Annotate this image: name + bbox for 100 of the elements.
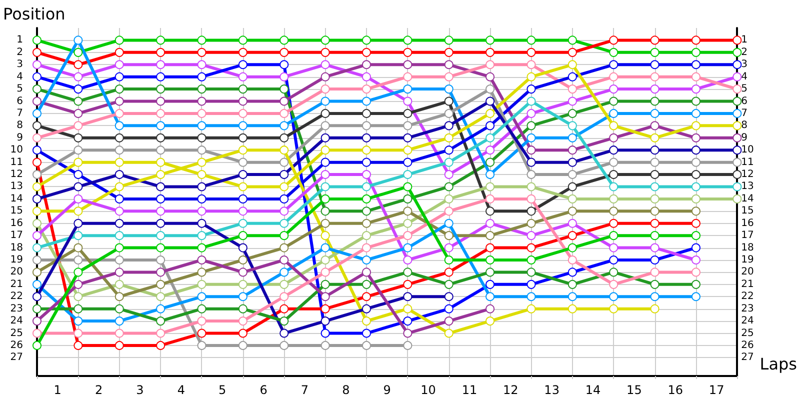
x-tick-label: 7 <box>300 383 309 397</box>
y-tick-label: 11 <box>10 156 23 168</box>
point <box>691 206 700 216</box>
point <box>486 133 495 142</box>
point <box>526 231 536 240</box>
point <box>238 146 248 155</box>
point <box>74 182 83 192</box>
y-tick-label: 14 <box>10 193 23 204</box>
point <box>568 206 577 216</box>
point <box>568 182 577 192</box>
point <box>238 121 248 130</box>
point <box>568 72 577 82</box>
point <box>403 231 412 240</box>
point <box>280 280 289 289</box>
point <box>403 121 412 130</box>
point <box>403 206 412 216</box>
point <box>568 304 577 314</box>
point <box>280 340 289 350</box>
point <box>526 146 536 155</box>
point <box>650 292 660 302</box>
point <box>486 60 495 70</box>
point <box>691 146 700 155</box>
point <box>609 121 618 130</box>
point <box>114 231 124 240</box>
point <box>280 304 289 314</box>
point <box>650 206 660 216</box>
y2-tick-label: 18 <box>741 242 754 254</box>
point <box>650 218 660 228</box>
point <box>444 96 454 106</box>
point <box>320 194 330 204</box>
point <box>280 133 289 142</box>
point <box>691 158 700 167</box>
y-tick-label: 17 <box>10 230 23 242</box>
point <box>320 48 330 57</box>
point <box>609 36 618 45</box>
point <box>156 328 166 338</box>
point <box>568 36 577 45</box>
point <box>650 256 660 264</box>
point <box>403 280 412 289</box>
point <box>238 60 248 70</box>
point <box>156 170 166 180</box>
y2-tick-label: 7 <box>741 108 748 119</box>
point <box>280 84 289 94</box>
point <box>320 133 330 142</box>
point <box>156 108 166 118</box>
point <box>32 182 42 192</box>
point <box>32 328 42 338</box>
point <box>156 243 166 252</box>
point <box>403 316 412 326</box>
point <box>197 108 206 118</box>
point <box>691 96 700 106</box>
point <box>280 182 289 192</box>
point <box>320 268 330 277</box>
point <box>238 304 248 314</box>
point <box>609 268 618 277</box>
point <box>568 231 577 240</box>
point <box>197 316 206 326</box>
point <box>403 133 412 142</box>
point <box>156 60 166 70</box>
x-tick-label: 6 <box>260 383 268 397</box>
point <box>486 243 495 252</box>
point <box>403 304 412 314</box>
point <box>114 316 124 326</box>
point <box>568 243 577 252</box>
point <box>238 84 248 94</box>
point <box>732 48 742 57</box>
point <box>114 133 124 142</box>
point <box>691 60 700 70</box>
y2-tick-label: 26 <box>741 340 754 351</box>
point <box>362 304 371 314</box>
point <box>320 36 330 45</box>
x-tick-label: 4 <box>177 383 185 397</box>
point <box>238 316 248 326</box>
y2-tick-label: 10 <box>741 144 754 156</box>
point <box>486 206 495 216</box>
point <box>691 243 700 252</box>
point <box>444 146 454 155</box>
point <box>650 146 660 155</box>
point <box>238 72 248 82</box>
point <box>403 256 412 264</box>
point <box>486 146 495 155</box>
point <box>114 256 124 264</box>
y2-tick-label: 25 <box>741 328 754 339</box>
point <box>486 280 495 289</box>
point <box>403 182 412 192</box>
y-tick-label: 2 <box>16 46 23 58</box>
point <box>444 231 454 240</box>
point <box>197 292 206 302</box>
point <box>238 182 248 192</box>
point <box>362 133 371 142</box>
point <box>238 158 248 167</box>
point <box>650 84 660 94</box>
y2-tick-label: 16 <box>741 218 754 229</box>
point <box>650 231 660 240</box>
point <box>197 194 206 204</box>
point <box>156 133 166 142</box>
y2-tick-label: 12 <box>741 169 754 180</box>
point <box>156 121 166 130</box>
point <box>320 170 330 180</box>
y2-tick-label: 17 <box>741 230 754 242</box>
